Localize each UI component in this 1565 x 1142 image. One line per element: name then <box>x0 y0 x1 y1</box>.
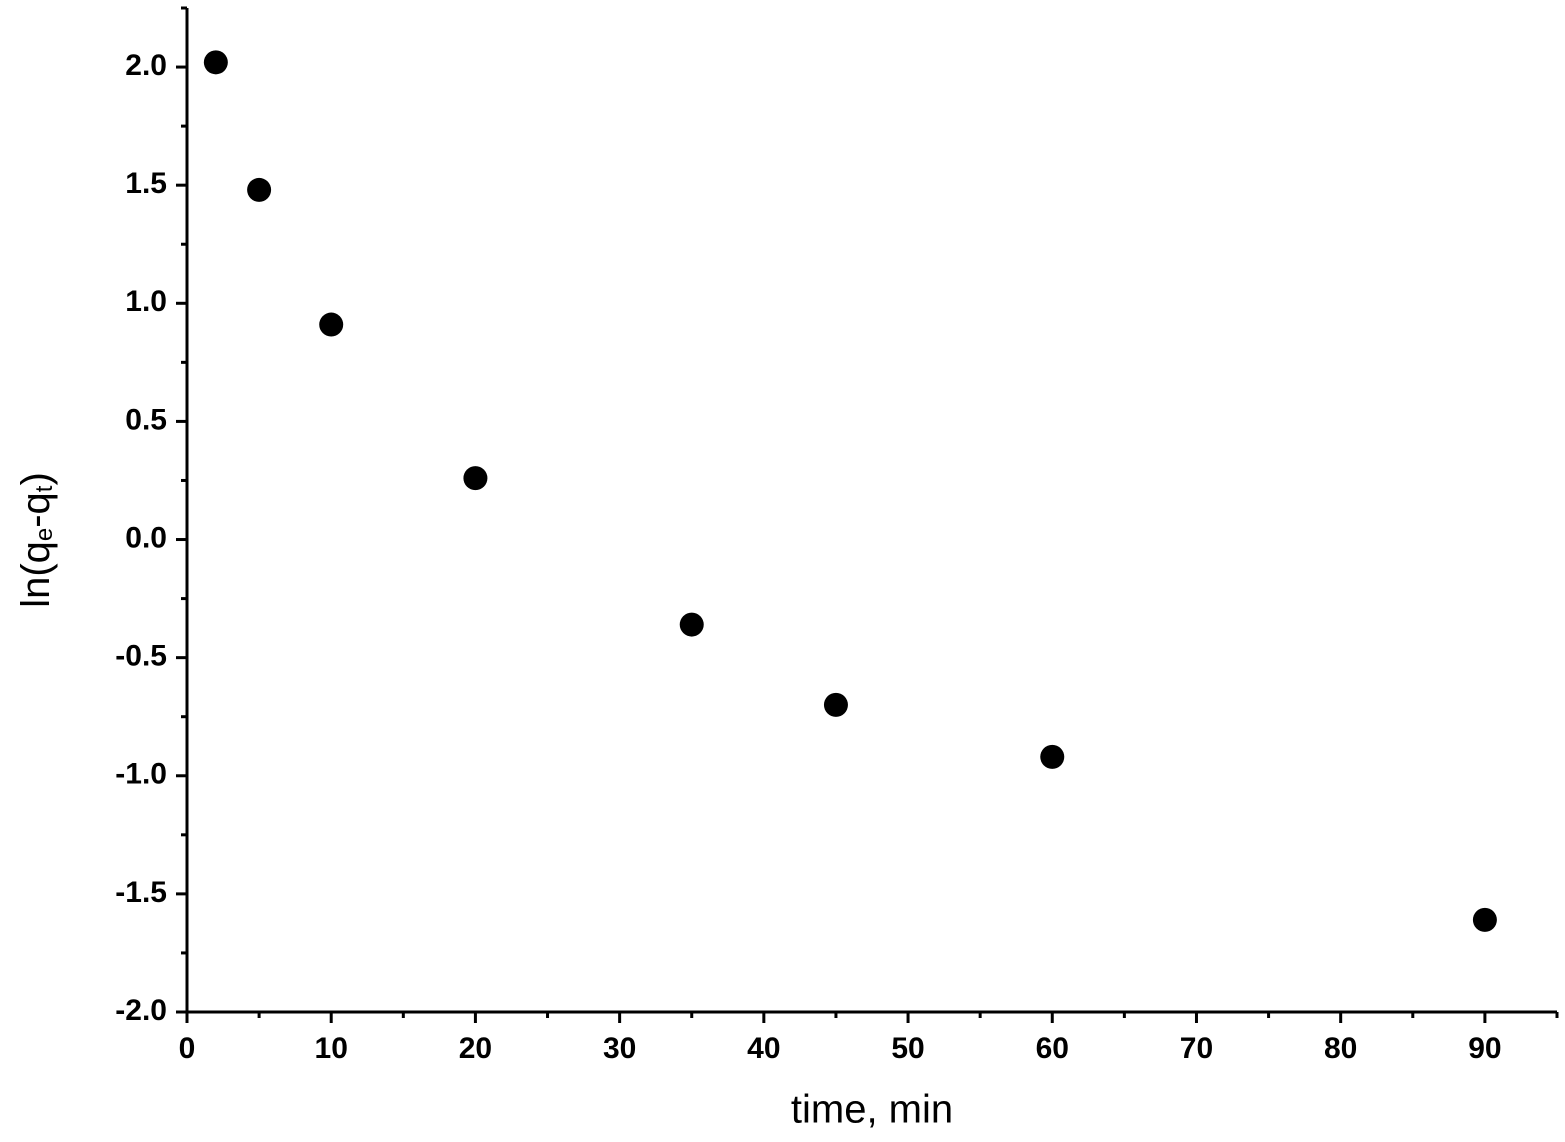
y-tick-label: 2.0 <box>125 49 167 82</box>
x-tick-label: 50 <box>891 1032 924 1065</box>
x-tick-label: 40 <box>747 1032 780 1065</box>
point <box>823 692 848 717</box>
point <box>1472 907 1497 932</box>
y-tick-label: -0.5 <box>115 640 167 673</box>
y-tick-label: -1.5 <box>115 876 167 909</box>
x-axis-label: time, min <box>791 1088 953 1132</box>
point <box>247 177 272 202</box>
y-tick-label: -1.0 <box>115 758 167 791</box>
point <box>319 312 344 337</box>
y-label-sub: e <box>31 528 58 541</box>
y-label-part: -q <box>14 492 58 528</box>
x-tick-label: 60 <box>1036 1032 1069 1065</box>
x-tick-label: 30 <box>603 1032 636 1065</box>
y-axis-label: ln(qe-qt) <box>14 472 59 608</box>
y-tick-label: 0.5 <box>125 403 167 436</box>
y-tick-label: 1.0 <box>125 285 167 318</box>
y-tick-label: 1.5 <box>125 167 167 200</box>
y-tick-label: 0.0 <box>125 521 167 554</box>
x-tick-label: 20 <box>459 1032 492 1065</box>
point <box>203 50 228 75</box>
x-tick-label: 70 <box>1180 1032 1213 1065</box>
x-tick-label: 90 <box>1468 1032 1501 1065</box>
point <box>463 466 488 491</box>
point <box>1040 744 1065 769</box>
y-label-part: ln(q <box>14 541 58 608</box>
y-label-sub: t <box>31 485 58 492</box>
point <box>679 612 704 637</box>
x-tick-label: 10 <box>315 1032 348 1065</box>
y-label-part: ) <box>14 472 58 485</box>
y-tick-label: -2.0 <box>115 994 167 1027</box>
x-tick-label: 80 <box>1324 1032 1357 1065</box>
x-tick-label: 0 <box>179 1032 196 1065</box>
